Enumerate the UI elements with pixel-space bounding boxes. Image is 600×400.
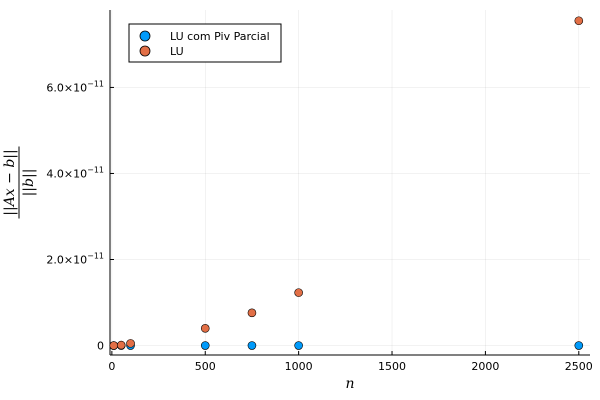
y-axis-label: ||Ax − b|| ||b||	[2, 146, 37, 219]
x-tick-label: 1500	[378, 360, 406, 373]
point-lu	[200, 324, 210, 333]
legend-marker-lu-com-piv-parcial	[139, 30, 151, 42]
point-lu-com-piv-parcial	[294, 341, 303, 350]
data-points	[109, 16, 584, 350]
point-lu	[574, 16, 584, 26]
axis-ticks: 0 500 1000 1500 2000 2500 0 2.0×10−11 4.0×10−11 6…	[46, 10, 593, 373]
y-axis-label-numerator: ||Ax − b||	[2, 149, 18, 215]
y-tick-label: 0	[97, 340, 104, 353]
point-lu-com-piv-parcial	[247, 341, 257, 350]
point-lu	[109, 341, 119, 350]
point-lu	[126, 339, 135, 348]
y-axis-label-denominator: ||b||	[21, 169, 37, 197]
y-tick-label: 2.0×10−11	[46, 252, 104, 267]
point-lu-com-piv-parcial	[574, 341, 584, 350]
y-tick-label: 6.0×10−11	[46, 79, 104, 94]
point-lu	[247, 308, 257, 318]
x-tick-label: 1000	[285, 360, 313, 373]
legend-box	[128, 23, 282, 63]
legend-label-lu: LU	[170, 45, 184, 58]
point-lu	[116, 340, 126, 350]
x-tick-label: 0	[108, 360, 115, 373]
grid	[110, 10, 590, 355]
point-lu	[294, 288, 303, 297]
x-tick-label: 500	[195, 360, 216, 373]
legend-marker-lu	[139, 45, 151, 57]
legend-label-lu-com-piv-parcial: LU com Piv Parcial	[170, 30, 270, 43]
y-tick-label: 4.0×10−11	[46, 165, 104, 180]
legend: LU com Piv Parcial LU	[128, 23, 282, 63]
x-tick-label: 2000	[471, 360, 499, 373]
point-lu-com-piv-parcial	[200, 341, 210, 350]
x-axis-label: n	[345, 376, 354, 392]
x-tick-label: 2500	[565, 360, 593, 373]
